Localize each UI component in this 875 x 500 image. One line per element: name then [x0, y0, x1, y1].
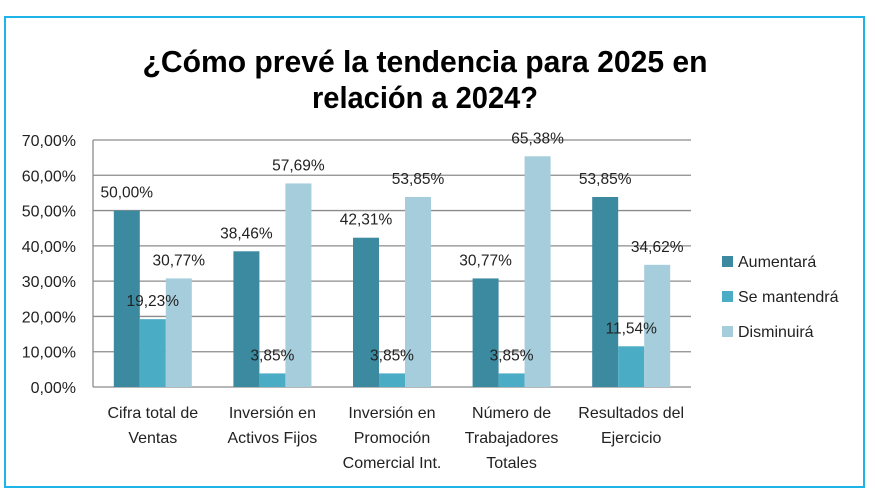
y-tick-label: 50,00% [22, 204, 76, 221]
bar-aumentará [472, 278, 499, 387]
bar-aumentará [113, 210, 140, 387]
y-tick-label: 10,00% [22, 345, 76, 362]
x-tick-label: Inversión en [348, 405, 435, 422]
bar-disminuirá [524, 156, 551, 387]
data-label: 11,54% [605, 320, 657, 337]
y-tick-label: 40,00% [22, 239, 76, 256]
bar-disminuirá [285, 183, 312, 387]
x-tick-label: Número de [472, 405, 551, 422]
chart-frame [4, 16, 865, 488]
data-label: 34,62% [631, 239, 684, 256]
data-label: 38,46% [220, 225, 273, 242]
bar-disminuirá [165, 278, 192, 387]
legend-swatch [722, 326, 733, 337]
x-tick-label: Activos Fijos [228, 430, 318, 447]
chart-title-line: relación a 2024? [312, 80, 538, 115]
x-tick-label: Promoción [354, 430, 430, 447]
data-label: 3,85% [370, 347, 414, 364]
x-tick-label: Totales [486, 455, 537, 472]
data-label: 3,85% [490, 347, 534, 364]
bar-disminuirá [405, 196, 431, 387]
bar-se-mantendrá [139, 319, 166, 387]
data-label: 53,85% [392, 171, 445, 188]
data-label: 19,23% [127, 293, 180, 310]
y-tick-label: 0,00% [31, 380, 76, 397]
x-tick-label: Trabajadores [465, 430, 559, 447]
legend-label: Disminuirá [738, 324, 814, 341]
bar-disminuirá [644, 264, 671, 387]
y-tick-label: 70,00% [22, 133, 76, 150]
data-label: 30,77% [153, 252, 206, 269]
data-label: 3,85% [250, 347, 294, 364]
bar-se-mantendrá [498, 373, 525, 387]
bar-aumentará [592, 196, 619, 387]
data-label: 50,00% [101, 185, 154, 202]
x-tick-label: Comercial Int. [343, 455, 442, 472]
bar-se-mantendrá [618, 346, 645, 387]
bar-aumentará [353, 237, 379, 387]
y-tick-label: 30,00% [22, 274, 76, 291]
data-label: 57,69% [272, 157, 325, 174]
x-tick-label: Ejercicio [601, 430, 662, 447]
bar-se-mantendrá [379, 373, 405, 387]
y-tick-label: 60,00% [22, 168, 76, 185]
legend-label: Se mantendrá [738, 289, 839, 306]
data-label: 53,85% [579, 171, 632, 188]
bar-se-mantendrá [259, 373, 286, 387]
legend-swatch [722, 291, 733, 302]
data-label: 42,31% [340, 212, 393, 229]
x-tick-label: Resultados del [578, 405, 684, 422]
x-tick-label: Inversión en [229, 405, 316, 422]
chart-title-line: ¿Cómo prevé la tendencia para 2025 en [143, 44, 708, 79]
legend-label: Aumentará [738, 254, 816, 271]
legend-swatch [722, 256, 733, 267]
data-label: 30,77% [459, 252, 512, 269]
x-tick-label: Cifra total de [107, 405, 198, 422]
y-tick-label: 20,00% [22, 309, 76, 326]
data-label: 65,38% [511, 130, 564, 147]
bar-aumentará [233, 251, 260, 387]
x-tick-label: Ventas [128, 430, 177, 447]
